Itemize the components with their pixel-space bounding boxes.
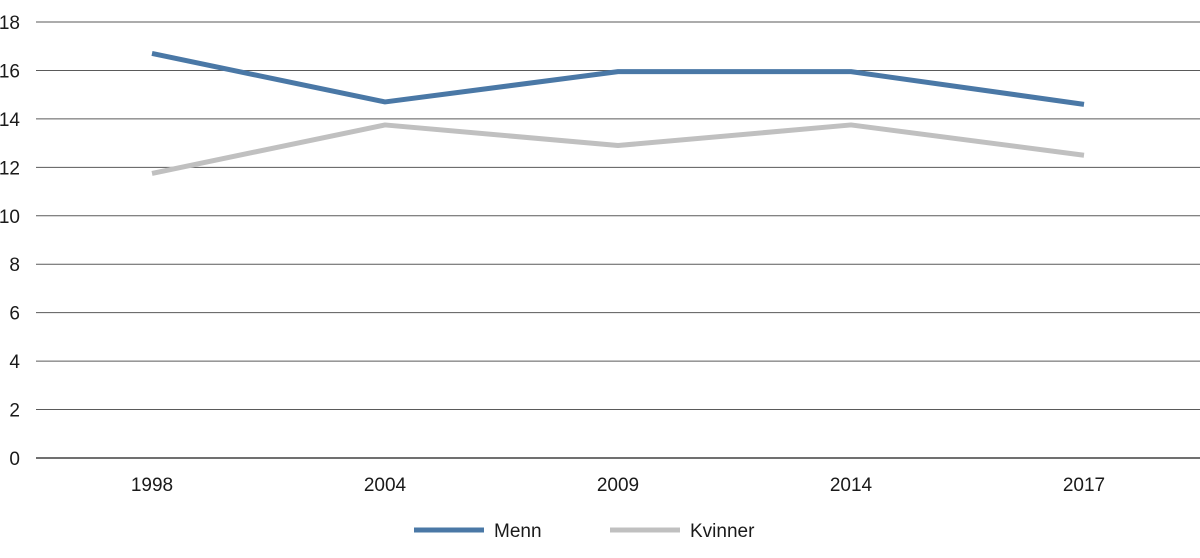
y-tick-label: 16 [0,61,20,82]
x-tick-label: 2017 [1063,475,1105,496]
y-tick-label: 6 [9,304,20,325]
legend-label-kvinner: Kvinner [690,521,755,542]
x-tick-label: 2014 [830,475,873,496]
legend-label-menn: Menn [494,521,542,542]
series-lines [151,51,1085,176]
y-tick-label: 2 [9,401,20,422]
x-tick-label: 2004 [364,475,407,496]
legend: Menn Kvinner [414,521,755,542]
x-tick-label: 1998 [131,475,173,496]
y-tick-label: 12 [0,158,20,179]
y-tick-label: 8 [9,255,20,276]
y-tick-label: 4 [9,352,20,373]
series-line-menn [151,51,1085,107]
y-tick-label: 0 [9,449,20,470]
y-axis-tick-labels: 0 2 4 6 8 10 12 14 16 18 [0,13,20,470]
series-line-kvinner [151,122,1085,176]
x-axis-tick-labels: 1998 2004 2009 2014 2017 [131,475,1105,496]
y-tick-label: 14 [0,110,20,131]
y-tick-label: 18 [0,13,20,34]
y-tick-label: 10 [0,207,20,228]
x-tick-label: 2009 [597,475,639,496]
gridlines [36,21,1200,459]
